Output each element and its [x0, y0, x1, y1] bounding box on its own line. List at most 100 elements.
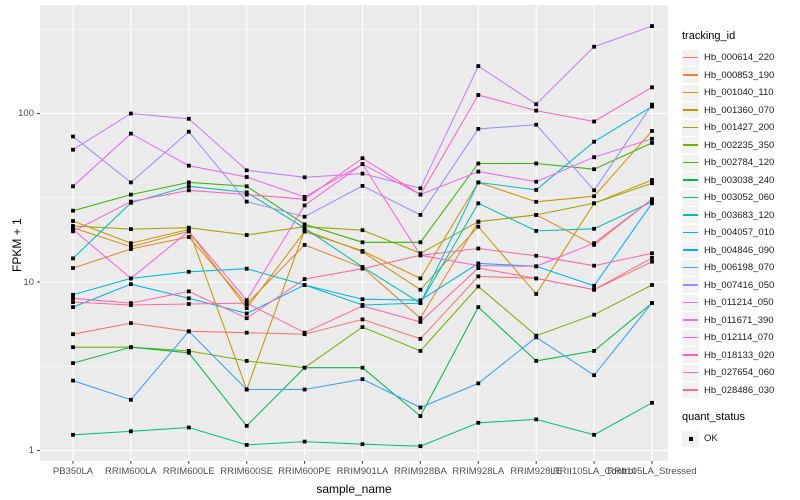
data-point — [476, 161, 481, 166]
data-point — [186, 129, 191, 134]
data-point — [244, 387, 249, 392]
data-point — [476, 224, 481, 229]
data-point — [302, 226, 307, 230]
data-point — [129, 345, 133, 350]
data-point — [244, 190, 249, 195]
data-point — [244, 330, 249, 335]
data-point — [360, 304, 365, 308]
legend-key-swatch — [682, 189, 699, 206]
data-point — [244, 301, 249, 305]
data-point — [650, 136, 654, 141]
data-point — [360, 228, 365, 233]
data-point — [418, 251, 423, 256]
data-point — [534, 264, 539, 269]
legend-item-label: Hb_007416_050 — [704, 279, 775, 291]
legend-item-Hb_000614_220: Hb_000614_220 — [682, 49, 798, 67]
data-point — [592, 226, 596, 231]
data-point — [592, 283, 596, 288]
data-point — [650, 197, 654, 202]
data-point — [129, 131, 133, 136]
data-point — [650, 141, 654, 145]
data-point — [71, 361, 75, 365]
black-square-point-icon — [688, 436, 693, 441]
y-axis-title: FPKM + 1 — [10, 218, 24, 272]
data-point — [476, 266, 481, 270]
data-point — [71, 266, 75, 270]
data-point — [360, 266, 365, 271]
data-point — [302, 283, 307, 287]
data-point — [129, 321, 133, 325]
data-point — [534, 161, 539, 166]
data-point — [360, 171, 365, 176]
legend-item-label: Hb_011671_390 — [704, 314, 774, 326]
legend-item-label: Hb_000614_220 — [704, 52, 775, 64]
data-point — [71, 300, 75, 304]
data-point — [592, 188, 596, 193]
data-point — [476, 93, 481, 97]
series-color-line-icon — [683, 284, 698, 286]
legend-item-Hb_001040_110: Hb_001040_110 — [682, 84, 798, 102]
data-point — [650, 259, 654, 264]
data-point — [418, 253, 423, 258]
data-point — [592, 241, 596, 246]
data-point — [592, 349, 596, 353]
data-point — [534, 179, 539, 184]
data-point — [418, 287, 423, 292]
legend-item-Hb_011671_390: Hb_011671_390 — [682, 312, 798, 330]
data-point — [650, 181, 654, 186]
legend-key-swatch — [682, 67, 699, 84]
x-tick-label: RRIM600PE — [278, 466, 331, 477]
data-point — [186, 289, 191, 294]
data-point — [302, 197, 307, 202]
series-color-line-icon — [683, 161, 698, 164]
data-point — [360, 249, 365, 254]
legend-item-label: Hb_006198_070 — [704, 262, 775, 274]
data-point — [476, 180, 481, 185]
data-point — [129, 192, 133, 197]
data-point — [592, 287, 596, 292]
series-color-line-icon — [683, 266, 698, 269]
data-point — [71, 224, 75, 228]
data-point — [360, 325, 365, 329]
data-point — [186, 116, 191, 121]
data-point — [534, 108, 539, 113]
legend-item-label: Hb_000853_190 — [704, 69, 775, 81]
data-point — [244, 266, 249, 271]
legend-title-tracking-id: tracking_id — [682, 30, 736, 42]
legend-item-label: Hb_011214_050 — [704, 297, 774, 309]
data-point — [302, 387, 307, 392]
data-point — [186, 225, 191, 230]
data-point — [418, 276, 423, 281]
legend-item-Hb_007416_050: Hb_007416_050 — [682, 277, 798, 295]
legend-key-swatch — [682, 382, 699, 399]
data-point — [71, 432, 75, 437]
legend-title-quant-status: quant_status — [682, 411, 745, 423]
data-point — [418, 213, 423, 217]
data-point — [360, 156, 365, 161]
data-point — [650, 251, 654, 256]
data-point — [71, 378, 75, 383]
legend-key-swatch — [682, 49, 699, 66]
data-point — [592, 155, 596, 160]
data-point — [592, 312, 596, 317]
legend-item-Hb_027654_060: Hb_027654_060 — [682, 364, 798, 382]
series-color-line-icon — [683, 214, 698, 216]
data-point — [71, 305, 75, 309]
y-tick-label: 100 — [18, 108, 34, 119]
data-point — [71, 296, 75, 301]
legend-item-label: Hb_028486_030 — [704, 384, 775, 396]
legend-key-swatch — [682, 277, 699, 294]
data-point — [71, 292, 75, 297]
legend-item-Hb_012114_070: Hb_012114_070 — [682, 329, 798, 347]
data-point — [650, 301, 654, 305]
data-point — [360, 184, 365, 188]
data-point — [360, 240, 365, 245]
data-point — [650, 85, 654, 90]
data-point — [244, 443, 249, 447]
data-point — [650, 201, 654, 206]
data-point — [71, 147, 75, 152]
legend-item-Hb_003038_240: Hb_003038_240 — [682, 172, 798, 190]
legend-item-label: Hb_018133_020 — [704, 349, 775, 361]
data-point — [476, 274, 481, 279]
legend-item-Hb_004057_010: Hb_004057_010 — [682, 224, 798, 242]
